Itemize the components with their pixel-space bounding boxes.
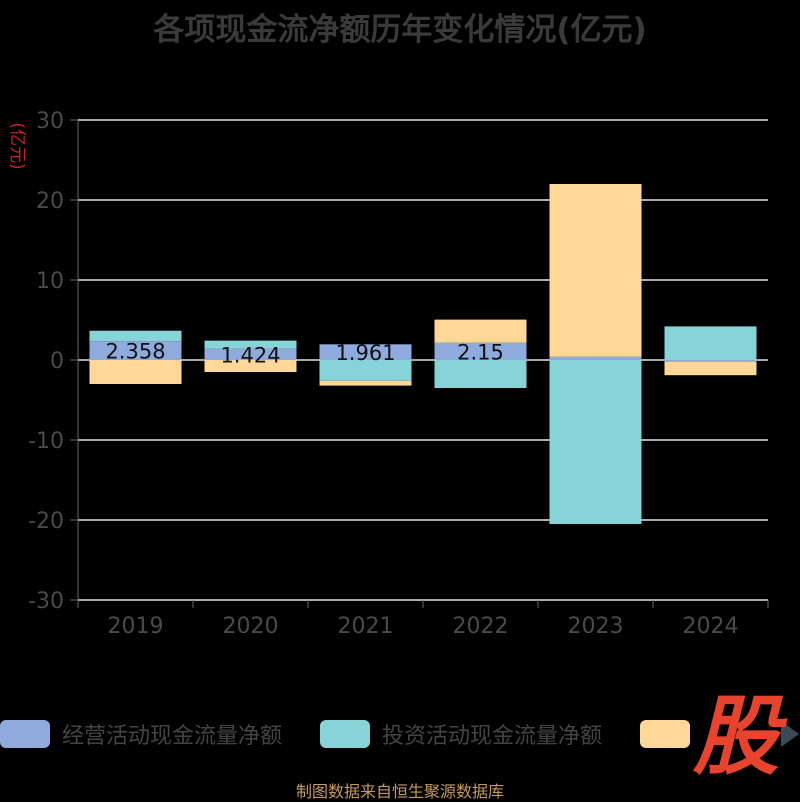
data-label: 1.961 bbox=[335, 341, 395, 365]
bar-segment-3[interactable] bbox=[319, 380, 412, 386]
bar-segment-1[interactable] bbox=[434, 342, 527, 360]
y-tick-label: 0 bbox=[50, 349, 64, 374]
bar-segment-1[interactable] bbox=[549, 356, 642, 360]
x-tick-label: 2020 bbox=[223, 614, 279, 639]
x-tick-label: 2019 bbox=[108, 614, 164, 639]
bar-segment-2[interactable] bbox=[319, 360, 412, 381]
y-tick-label: -30 bbox=[28, 589, 64, 614]
chart-title: 各项现金流净额历年变化情况(亿元) bbox=[153, 12, 647, 48]
bar-segment-2[interactable] bbox=[549, 360, 642, 524]
x-tick-label: 2024 bbox=[683, 614, 739, 639]
bar-segment-1[interactable] bbox=[319, 344, 412, 360]
y-tick-label: -10 bbox=[28, 429, 64, 454]
bar-segment-3[interactable] bbox=[434, 319, 527, 343]
legend-item-financing[interactable] bbox=[640, 716, 702, 752]
y-tick-label: 30 bbox=[36, 109, 64, 134]
legend-item-investing[interactable]: 投资活动现金流量净额 bbox=[320, 716, 602, 752]
y-tick-label: 20 bbox=[36, 189, 64, 214]
legend-next-arrow-icon[interactable] bbox=[781, 721, 799, 747]
bar-segment-2[interactable] bbox=[664, 326, 757, 360]
y-tick-label: 10 bbox=[36, 269, 64, 294]
bar-segment-2[interactable] bbox=[204, 340, 297, 349]
y-axis-title: (亿元) bbox=[7, 122, 27, 169]
x-tick-label: 2023 bbox=[568, 614, 624, 639]
bar-segment-3[interactable] bbox=[89, 360, 182, 384]
legend-swatch-operating bbox=[0, 720, 50, 748]
x-tick-label: 2022 bbox=[453, 614, 509, 639]
bar-segment-1[interactable] bbox=[89, 341, 182, 360]
legend-swatch-investing bbox=[320, 720, 370, 748]
legend-label-investing: 投资活动现金流量净额 bbox=[382, 724, 603, 749]
legend-label-operating: 经营活动现金流量净额 bbox=[62, 724, 283, 749]
data-label: 2.358 bbox=[105, 340, 165, 364]
data-label: 2.15 bbox=[457, 340, 504, 364]
watermark-logo: 股 bbox=[693, 686, 779, 787]
bar-segment-2[interactable] bbox=[434, 360, 527, 388]
legend-swatch-financing bbox=[640, 720, 690, 748]
data-label: 1.424 bbox=[220, 343, 280, 367]
bar-segment-3[interactable] bbox=[549, 184, 642, 357]
y-tick-label: -20 bbox=[28, 509, 64, 534]
legend-item-operating[interactable]: 经营活动现金流量净额 bbox=[0, 716, 282, 752]
source-note: 制图数据来自恒生聚源数据库 bbox=[295, 782, 504, 801]
bar-segment-3[interactable] bbox=[664, 361, 757, 376]
bar-segment-1[interactable] bbox=[664, 360, 757, 362]
bar-segment-3[interactable] bbox=[204, 360, 297, 372]
bar-segment-1[interactable] bbox=[204, 348, 297, 360]
bar-segment-2[interactable] bbox=[89, 330, 182, 342]
x-tick-label: 2021 bbox=[338, 614, 394, 639]
